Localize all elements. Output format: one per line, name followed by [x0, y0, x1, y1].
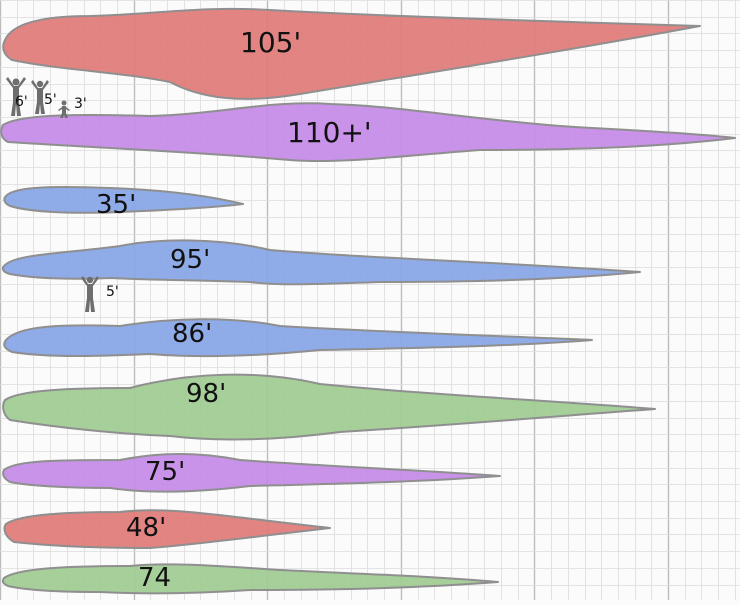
- creature-body: [0, 102, 736, 163]
- person-head: [61, 100, 67, 106]
- creature-body: [3, 185, 244, 214]
- person-arms: [6, 77, 26, 88]
- creature-silhouette: 74: [1, 563, 499, 595]
- creature-length-label: 110+': [287, 116, 372, 149]
- creature-body: [2, 7, 701, 100]
- creature-body: [2, 373, 656, 441]
- creature-body: [1, 563, 499, 595]
- creature-length-label: 105': [240, 26, 301, 59]
- creature-silhouette: 110+': [0, 102, 736, 163]
- person-figure: 6': [6, 77, 28, 116]
- person-figure: 3': [58, 96, 87, 118]
- creature-length-label: 98': [186, 379, 226, 409]
- creature-length-label: 75': [145, 457, 185, 487]
- person-head: [86, 276, 94, 284]
- creature-silhouette: 95': [1, 239, 641, 286]
- creature-silhouette: 48': [3, 509, 331, 549]
- creature-length-label: 35': [96, 190, 136, 220]
- person-body: [35, 88, 45, 114]
- person-figure: 5': [31, 80, 57, 114]
- creature-silhouette: 98': [2, 373, 656, 441]
- person-arms: [31, 80, 49, 90]
- person-head: [12, 78, 20, 86]
- person-figure: 5': [81, 276, 119, 312]
- person-height-label: 5': [106, 284, 119, 300]
- person-arms: [58, 107, 70, 111]
- creature-length-label: 48': [126, 513, 166, 543]
- person-body: [85, 284, 95, 312]
- person-height-label: 6': [15, 94, 28, 110]
- creature-length-label: 86': [172, 319, 212, 349]
- person-head: [36, 80, 44, 88]
- creature-body: [3, 509, 331, 549]
- creature-length-label: 95': [170, 245, 210, 275]
- person-height-label: 5': [44, 92, 57, 108]
- creature-body: [3, 318, 593, 358]
- person-body: [11, 86, 21, 116]
- creature-silhouette: 75': [2, 453, 501, 493]
- creature-silhouette: 35': [3, 185, 244, 220]
- creature-silhouette: 86': [3, 318, 593, 358]
- creature-body: [2, 453, 501, 493]
- creature-length-label: 74: [138, 563, 171, 593]
- person-height-label: 3': [74, 96, 87, 112]
- person-arms: [81, 276, 99, 286]
- creature-silhouette: 105': [2, 7, 701, 100]
